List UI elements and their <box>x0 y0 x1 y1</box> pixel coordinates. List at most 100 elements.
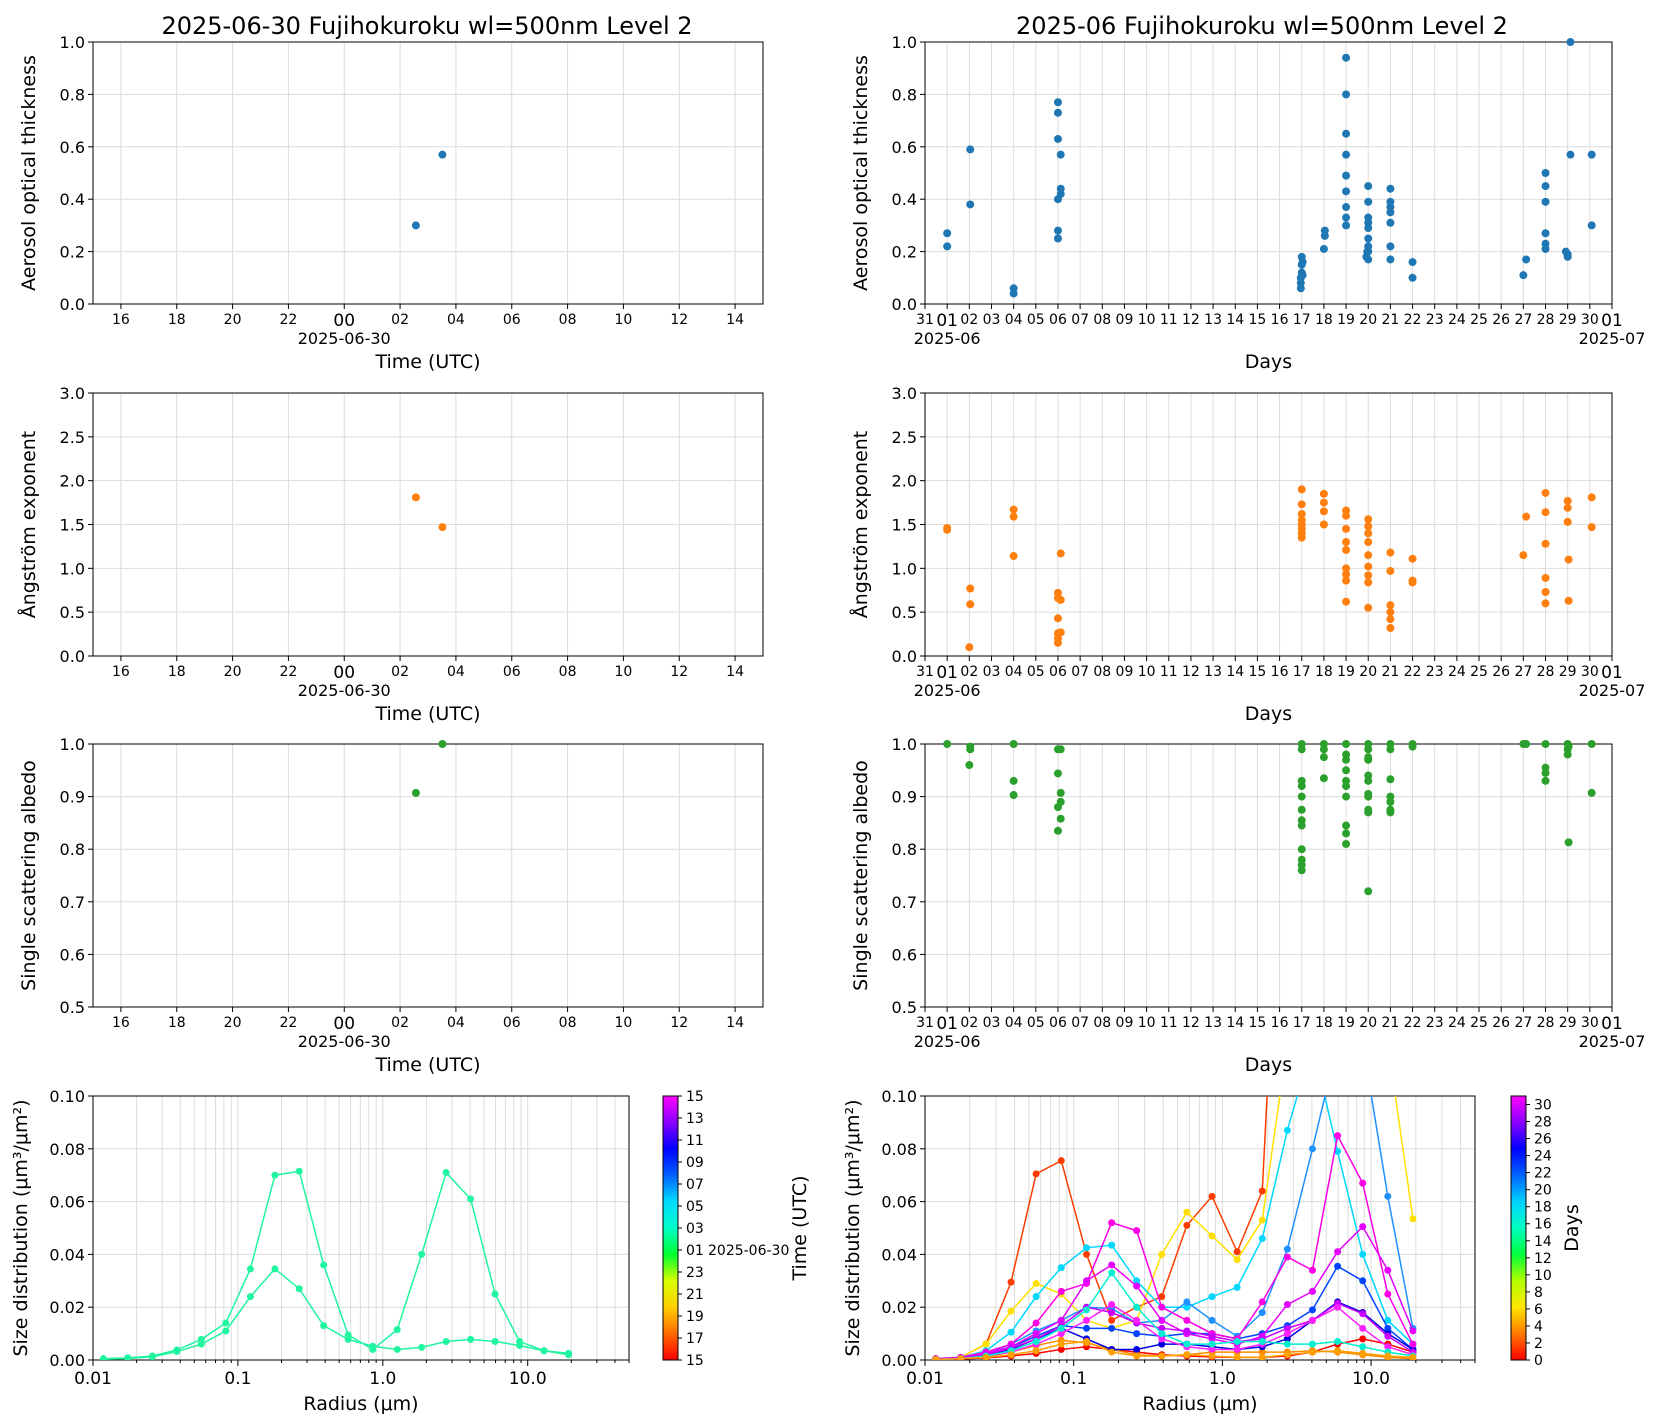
data-point <box>1298 271 1307 280</box>
series-point <box>1158 1352 1166 1360</box>
x-tick-label: 07 <box>1071 1015 1089 1031</box>
series-point <box>1308 1340 1316 1348</box>
series-point <box>1133 1345 1141 1353</box>
data-point <box>1364 224 1373 233</box>
data-point <box>1386 608 1395 617</box>
x-tick-label: 27 <box>1514 664 1532 680</box>
x-tick-label: 17 <box>1293 312 1311 328</box>
data-point <box>1364 755 1373 764</box>
y-tick-label: 0.4 <box>892 190 917 209</box>
colorbar-tick-label: 30 <box>1534 1098 1552 1114</box>
angstrom-daily-panel: 16 18 20 22 00 02 04 06 08 10 12 14 0.0 0.5 1.0 1.5 2.0 2… <box>17 384 764 725</box>
x-tick-label: 05 <box>1027 1015 1045 1031</box>
data-point <box>966 600 975 609</box>
x-tick-label: 14 <box>726 1015 744 1031</box>
series-point <box>1183 1221 1191 1229</box>
y-tick-label: 0.6 <box>60 945 85 964</box>
x-tick-label: 06 <box>503 312 521 328</box>
y-axis-label: Size distribution (μm³/μm²) <box>842 1099 864 1356</box>
x-tick-label: 22 <box>1404 312 1422 328</box>
x-tick-label: 1.0 <box>369 1369 396 1389</box>
y-axis-label: Single scattering albedo <box>850 760 872 991</box>
x-tick-label: 12 <box>1182 1015 1200 1031</box>
data-point <box>1587 221 1596 230</box>
data-point <box>1056 189 1065 198</box>
y-tick-label: 0.8 <box>60 85 85 104</box>
data-point <box>1541 197 1550 206</box>
colorbar <box>662 1095 679 1361</box>
series-point <box>1158 1316 1166 1324</box>
x-tick-label: 14 <box>1226 312 1244 328</box>
y-tick-label: 0.8 <box>892 85 917 104</box>
plot-frame <box>924 392 1613 657</box>
y-tick-label: 3.0 <box>892 384 917 403</box>
data-point <box>1364 603 1373 612</box>
series-point <box>1359 1335 1367 1343</box>
series-point <box>1108 1219 1116 1227</box>
series-point <box>1283 1351 1291 1359</box>
colorbar-tick-label: 15 <box>686 1353 704 1369</box>
x-tick-label: 07 <box>1071 664 1089 680</box>
series-point <box>1334 1303 1342 1311</box>
x-tick-label: 10 <box>615 312 633 328</box>
data-point <box>1009 776 1018 785</box>
data-point <box>1522 512 1531 521</box>
x-tick-label: 16 <box>112 312 130 328</box>
series-group <box>932 1096 1417 1360</box>
data-point <box>1056 150 1065 159</box>
x-tick-label: 05 <box>1027 664 1045 680</box>
series-point <box>320 1261 328 1269</box>
series-point <box>1083 1338 1091 1346</box>
series-point <box>1083 1316 1091 1324</box>
series-point <box>369 1342 377 1350</box>
data-point <box>1587 740 1596 748</box>
series-point <box>1384 1343 1392 1351</box>
series-point <box>148 1353 156 1360</box>
data-point <box>1297 509 1306 518</box>
y-tick-label: 0.6 <box>892 138 917 157</box>
data-point <box>1056 797 1065 806</box>
data-point <box>1053 826 1062 835</box>
series-point <box>1108 1261 1116 1269</box>
x-tick-label: 14 <box>1226 1015 1244 1031</box>
x-tick-label: 0.1 <box>1060 1369 1087 1389</box>
series-line <box>935 1303 1414 1360</box>
data-point <box>1386 797 1395 806</box>
x-tick-label: 20 <box>224 1015 242 1031</box>
y-axis-label: Aerosol optical thickness <box>18 55 40 291</box>
x-tick-label: 18 <box>1315 664 1333 680</box>
data-point <box>1319 489 1328 498</box>
series-point <box>1158 1335 1166 1343</box>
y-tick-label: 1.0 <box>60 33 85 52</box>
series-point <box>1308 1348 1316 1356</box>
series-point <box>1083 1277 1091 1285</box>
x-tick-label: 02 <box>960 312 978 328</box>
colorbar <box>1510 1095 1527 1361</box>
data-point <box>1541 776 1550 785</box>
series-point <box>1183 1351 1191 1359</box>
series-point <box>1208 1332 1216 1340</box>
data-point <box>1342 90 1351 99</box>
plot-frame <box>924 41 1613 305</box>
series-line <box>935 1271 1414 1360</box>
x-tick-label: 02 <box>391 664 409 680</box>
x-tick-label: 16 <box>112 664 130 680</box>
data-point <box>966 742 975 751</box>
series-point <box>1258 1235 1266 1243</box>
data-point <box>1342 792 1351 801</box>
y-axis-label: Aerosol optical thickness <box>850 55 872 291</box>
x-tick-label: 30 <box>1581 312 1599 328</box>
data-point <box>1522 740 1531 748</box>
data-point <box>1587 523 1596 532</box>
x-axis-label: Radius (μm) <box>303 1393 418 1415</box>
data-point <box>1541 508 1550 517</box>
x-tick-label: 14 <box>726 312 744 328</box>
data-point <box>1342 821 1351 830</box>
data-point <box>1566 38 1575 46</box>
series-point <box>1334 1248 1342 1256</box>
colorbar-tick-label: 8 <box>1534 1285 1543 1301</box>
data-point <box>1009 289 1018 298</box>
y-tick-label: 1.0 <box>60 735 85 754</box>
x-tick-label: 10 <box>615 664 633 680</box>
